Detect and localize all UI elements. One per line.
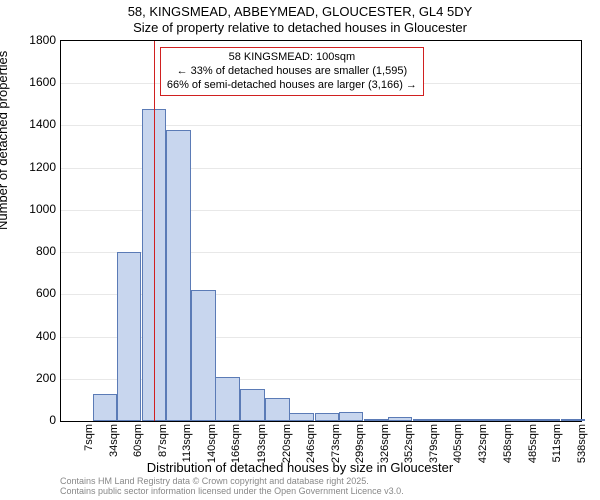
histogram-bar	[339, 412, 364, 422]
ytick-label: 1400	[29, 117, 56, 131]
xtick-label: 379sqm	[428, 424, 440, 463]
xtick-label: 113sqm	[181, 424, 193, 462]
xtick-label: 511sqm	[551, 424, 563, 462]
histogram-bar	[413, 419, 438, 421]
histogram-bar	[536, 419, 561, 421]
histogram-bar	[315, 413, 340, 421]
xtick-label: 220sqm	[281, 424, 293, 463]
histogram-bar	[191, 290, 216, 421]
histogram-bar	[462, 419, 487, 421]
xtick-label: 352sqm	[403, 424, 415, 463]
ytick-label: 1600	[29, 75, 56, 89]
xtick-label: 538sqm	[576, 424, 588, 463]
xtick-label: 458sqm	[502, 424, 514, 463]
gridline	[61, 210, 581, 211]
plot-area: 58 KINGSMEAD: 100sqm← 33% of detached ho…	[60, 40, 582, 422]
xtick-label: 193sqm	[256, 424, 268, 463]
annotation-box: 58 KINGSMEAD: 100sqm← 33% of detached ho…	[160, 47, 424, 96]
xtick-label: 166sqm	[230, 424, 242, 463]
histogram-bar	[166, 130, 191, 421]
histogram-bar	[388, 417, 413, 421]
annotation-line2: ← 33% of detached houses are smaller (1,…	[167, 65, 417, 79]
histogram-bar	[215, 377, 240, 421]
footnote-line2: Contains public sector information licen…	[60, 486, 404, 496]
xtick-label: 140sqm	[206, 424, 218, 463]
xtick-label: 87sqm	[157, 424, 169, 457]
xtick-label: 7sqm	[83, 424, 95, 451]
reference-line	[154, 41, 155, 421]
histogram-bar	[561, 419, 586, 421]
ytick-label: 800	[36, 244, 56, 258]
ytick-label: 0	[49, 413, 56, 427]
chart-container: 58, KINGSMEAD, ABBEYMEAD, GLOUCESTER, GL…	[0, 0, 600, 500]
xtick-label: 299sqm	[354, 424, 366, 463]
ytick-label: 1000	[29, 202, 56, 216]
ytick-label: 200	[36, 371, 56, 385]
gridline	[61, 125, 581, 126]
histogram-bar	[93, 394, 118, 421]
xtick-label: 405sqm	[452, 424, 464, 463]
histogram-bar	[364, 419, 389, 421]
xtick-label: 246sqm	[305, 424, 317, 463]
ytick-label: 1200	[29, 160, 56, 174]
ytick-label: 400	[36, 329, 56, 343]
footnote-line1: Contains HM Land Registry data © Crown c…	[60, 476, 369, 486]
histogram-bar	[265, 398, 290, 421]
xtick-label: 432sqm	[477, 424, 489, 463]
xtick-label: 326sqm	[379, 424, 391, 463]
histogram-bar	[240, 389, 265, 421]
chart-title-line1: 58, KINGSMEAD, ABBEYMEAD, GLOUCESTER, GL…	[0, 4, 600, 19]
histogram-bar	[437, 419, 462, 421]
xtick-label: 60sqm	[132, 424, 144, 457]
histogram-bar	[511, 419, 536, 421]
annotation-line1: 58 KINGSMEAD: 100sqm	[167, 51, 417, 65]
footnote: Contains HM Land Registry data © Crown c…	[60, 476, 580, 497]
histogram-bar	[289, 413, 314, 421]
histogram-bar	[486, 419, 511, 421]
annotation-line3: 66% of semi-detached houses are larger (…	[167, 79, 417, 93]
gridline	[61, 168, 581, 169]
chart-title-line2: Size of property relative to detached ho…	[0, 20, 600, 35]
xtick-label: 273sqm	[330, 424, 342, 463]
ytick-label: 600	[36, 286, 56, 300]
ytick-label: 1800	[29, 33, 56, 47]
histogram-bar	[117, 252, 142, 421]
y-axis-label: Number of detached properties	[0, 51, 10, 230]
xtick-label: 34sqm	[108, 424, 120, 457]
xtick-label: 485sqm	[527, 424, 539, 463]
